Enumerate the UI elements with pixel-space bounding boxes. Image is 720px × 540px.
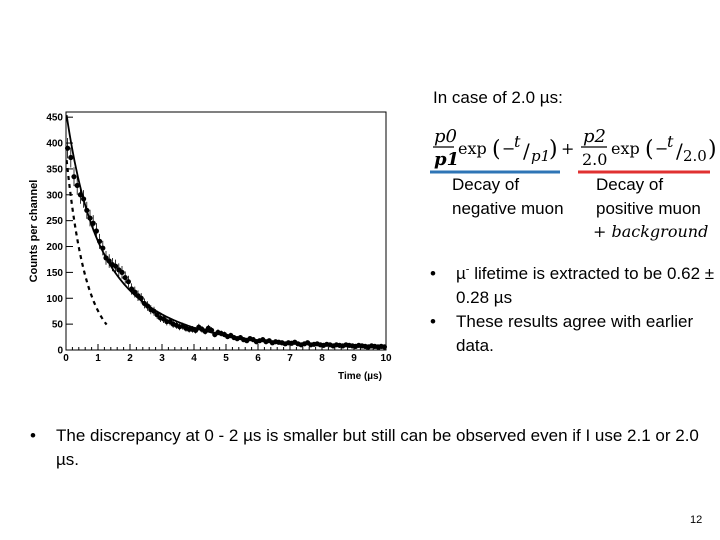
fit-formula: p0 p1 exp ( − t / p1 ) + p2 2.0 exp ( − … — [430, 126, 717, 174]
bullet-agreement-text: These results agree with earlier data. — [456, 312, 694, 355]
result-bullets: • µ- lifetime is extracted to be 0.62 ± … — [430, 262, 715, 358]
decay-time-chart: 0 1 2 3 4 5 6 7 8 9 10050100150200250300350400450 … — [28, 111, 392, 382]
x-tick-label: 5 — [223, 353, 229, 364]
x-tick-label: 7 — [287, 353, 293, 364]
y-tick-label: 50 — [52, 320, 64, 331]
formula-minus-1: − — [502, 139, 515, 158]
y-tick-label: 200 — [46, 242, 63, 253]
fit-total-curve — [65, 114, 386, 348]
plot-frame — [65, 111, 387, 351]
x-tick-label: 2 — [127, 353, 133, 364]
y-tick-label: 100 — [46, 294, 63, 305]
fit-component-curve — [65, 159, 108, 326]
data-point — [202, 328, 208, 334]
y-tick-label: 250 — [46, 216, 63, 227]
data-point — [209, 327, 215, 333]
y-tick-label: 150 — [46, 268, 63, 279]
y-tick-label: 350 — [46, 164, 63, 175]
decay-background-label: + background — [593, 222, 709, 241]
x-tick-label: 1 — [95, 353, 101, 364]
data-point — [93, 228, 99, 234]
x-axis-label: Time (µs) — [338, 371, 382, 382]
data-point — [132, 289, 138, 295]
decay-negative-line-1: Decay of — [452, 175, 520, 194]
decay-positive-label: Decay of positive muon — [596, 173, 701, 221]
x-tick-label: 6 — [255, 353, 261, 364]
formula-slash-2: / — [676, 139, 683, 163]
formula-p1-sub: p1 — [531, 147, 550, 165]
data-point — [84, 207, 90, 213]
data-point — [106, 258, 112, 264]
data-point — [77, 192, 83, 198]
bottom-note-text: The discrepancy at 0 - 2 µs is smaller b… — [56, 426, 699, 469]
data-point — [90, 220, 96, 226]
y-tick-label: 450 — [46, 113, 63, 124]
bullet-lifetime-text: lifetime is extracted to be 0.62 ± 0.28 … — [456, 264, 715, 307]
formula-rparen-2: ) — [708, 137, 717, 162]
bullet-lifetime-sup: - — [465, 263, 470, 276]
formula-lparen-2: ( — [645, 137, 654, 162]
formula-den2: 2.0 — [582, 150, 607, 169]
data-point — [145, 303, 151, 309]
bullet-agreement: • These results agree with earlier data. — [430, 310, 715, 358]
formula-minus-2: − — [655, 139, 668, 158]
bottom-note: • The discrepancy at 0 - 2 µs is smaller… — [30, 424, 710, 472]
bullet-lifetime: • µ- lifetime is extracted to be 0.62 ± … — [430, 262, 715, 310]
data-point — [151, 308, 157, 314]
bullet-dot: • — [430, 312, 436, 331]
decay-positive-line-2: positive muon — [596, 199, 701, 218]
data-point — [65, 145, 71, 151]
x-tick-label: 10 — [380, 353, 392, 364]
formula-plus: + — [561, 139, 574, 158]
x-tick-label: 0 — [63, 353, 69, 364]
formula-t-2: t — [667, 132, 674, 151]
formula-rparen-1: ) — [549, 137, 558, 162]
data-point — [193, 327, 199, 333]
y-tick-label: 400 — [46, 139, 63, 150]
data-point — [129, 286, 135, 292]
formula-slash-1: / — [523, 139, 530, 163]
formula-exp-1: exp — [458, 139, 487, 158]
decay-negative-label: Decay of negative muon — [452, 173, 564, 221]
x-tick-label: 8 — [319, 353, 325, 364]
data-point — [113, 263, 119, 269]
case-title: In case of 2.0 µs: — [433, 88, 563, 107]
data-point — [81, 196, 87, 202]
bullet-dot: • — [30, 426, 36, 445]
data-point — [87, 215, 93, 221]
formula-p1: p1 — [434, 149, 459, 170]
x-tick-label: 3 — [159, 353, 165, 364]
data-point — [138, 295, 144, 301]
data-point — [103, 255, 109, 261]
x-tick-label: 4 — [191, 353, 197, 364]
formula-p0: p0 — [434, 126, 457, 147]
data-point — [68, 154, 74, 161]
data-point — [74, 182, 80, 189]
data-point — [381, 344, 387, 350]
y-tick-label: 0 — [57, 346, 63, 357]
page-number: 12 — [690, 514, 703, 526]
y-tick-label: 300 — [46, 190, 63, 201]
decay-positive-line-1: Decay of — [596, 175, 664, 194]
bullet-lifetime-mu: µ — [456, 264, 466, 283]
x-tick-label: 9 — [351, 353, 357, 364]
y-axis-label: Counts per channel — [28, 180, 40, 283]
data-point — [119, 269, 125, 275]
formula-exp-2: exp — [611, 139, 640, 158]
data-point — [71, 174, 77, 180]
data-point — [154, 312, 160, 318]
data-point — [97, 238, 103, 244]
formula-t-1: t — [514, 132, 521, 151]
formula-p2: p2 — [583, 126, 606, 147]
data-point — [125, 279, 131, 285]
data-point — [122, 274, 128, 281]
data-point — [100, 245, 106, 251]
formula-lparen-1: ( — [492, 137, 501, 162]
formula-den2-sub: 2.0 — [683, 147, 707, 165]
bullet-dot: • — [430, 264, 436, 283]
decay-negative-line-2: negative muon — [452, 199, 564, 218]
